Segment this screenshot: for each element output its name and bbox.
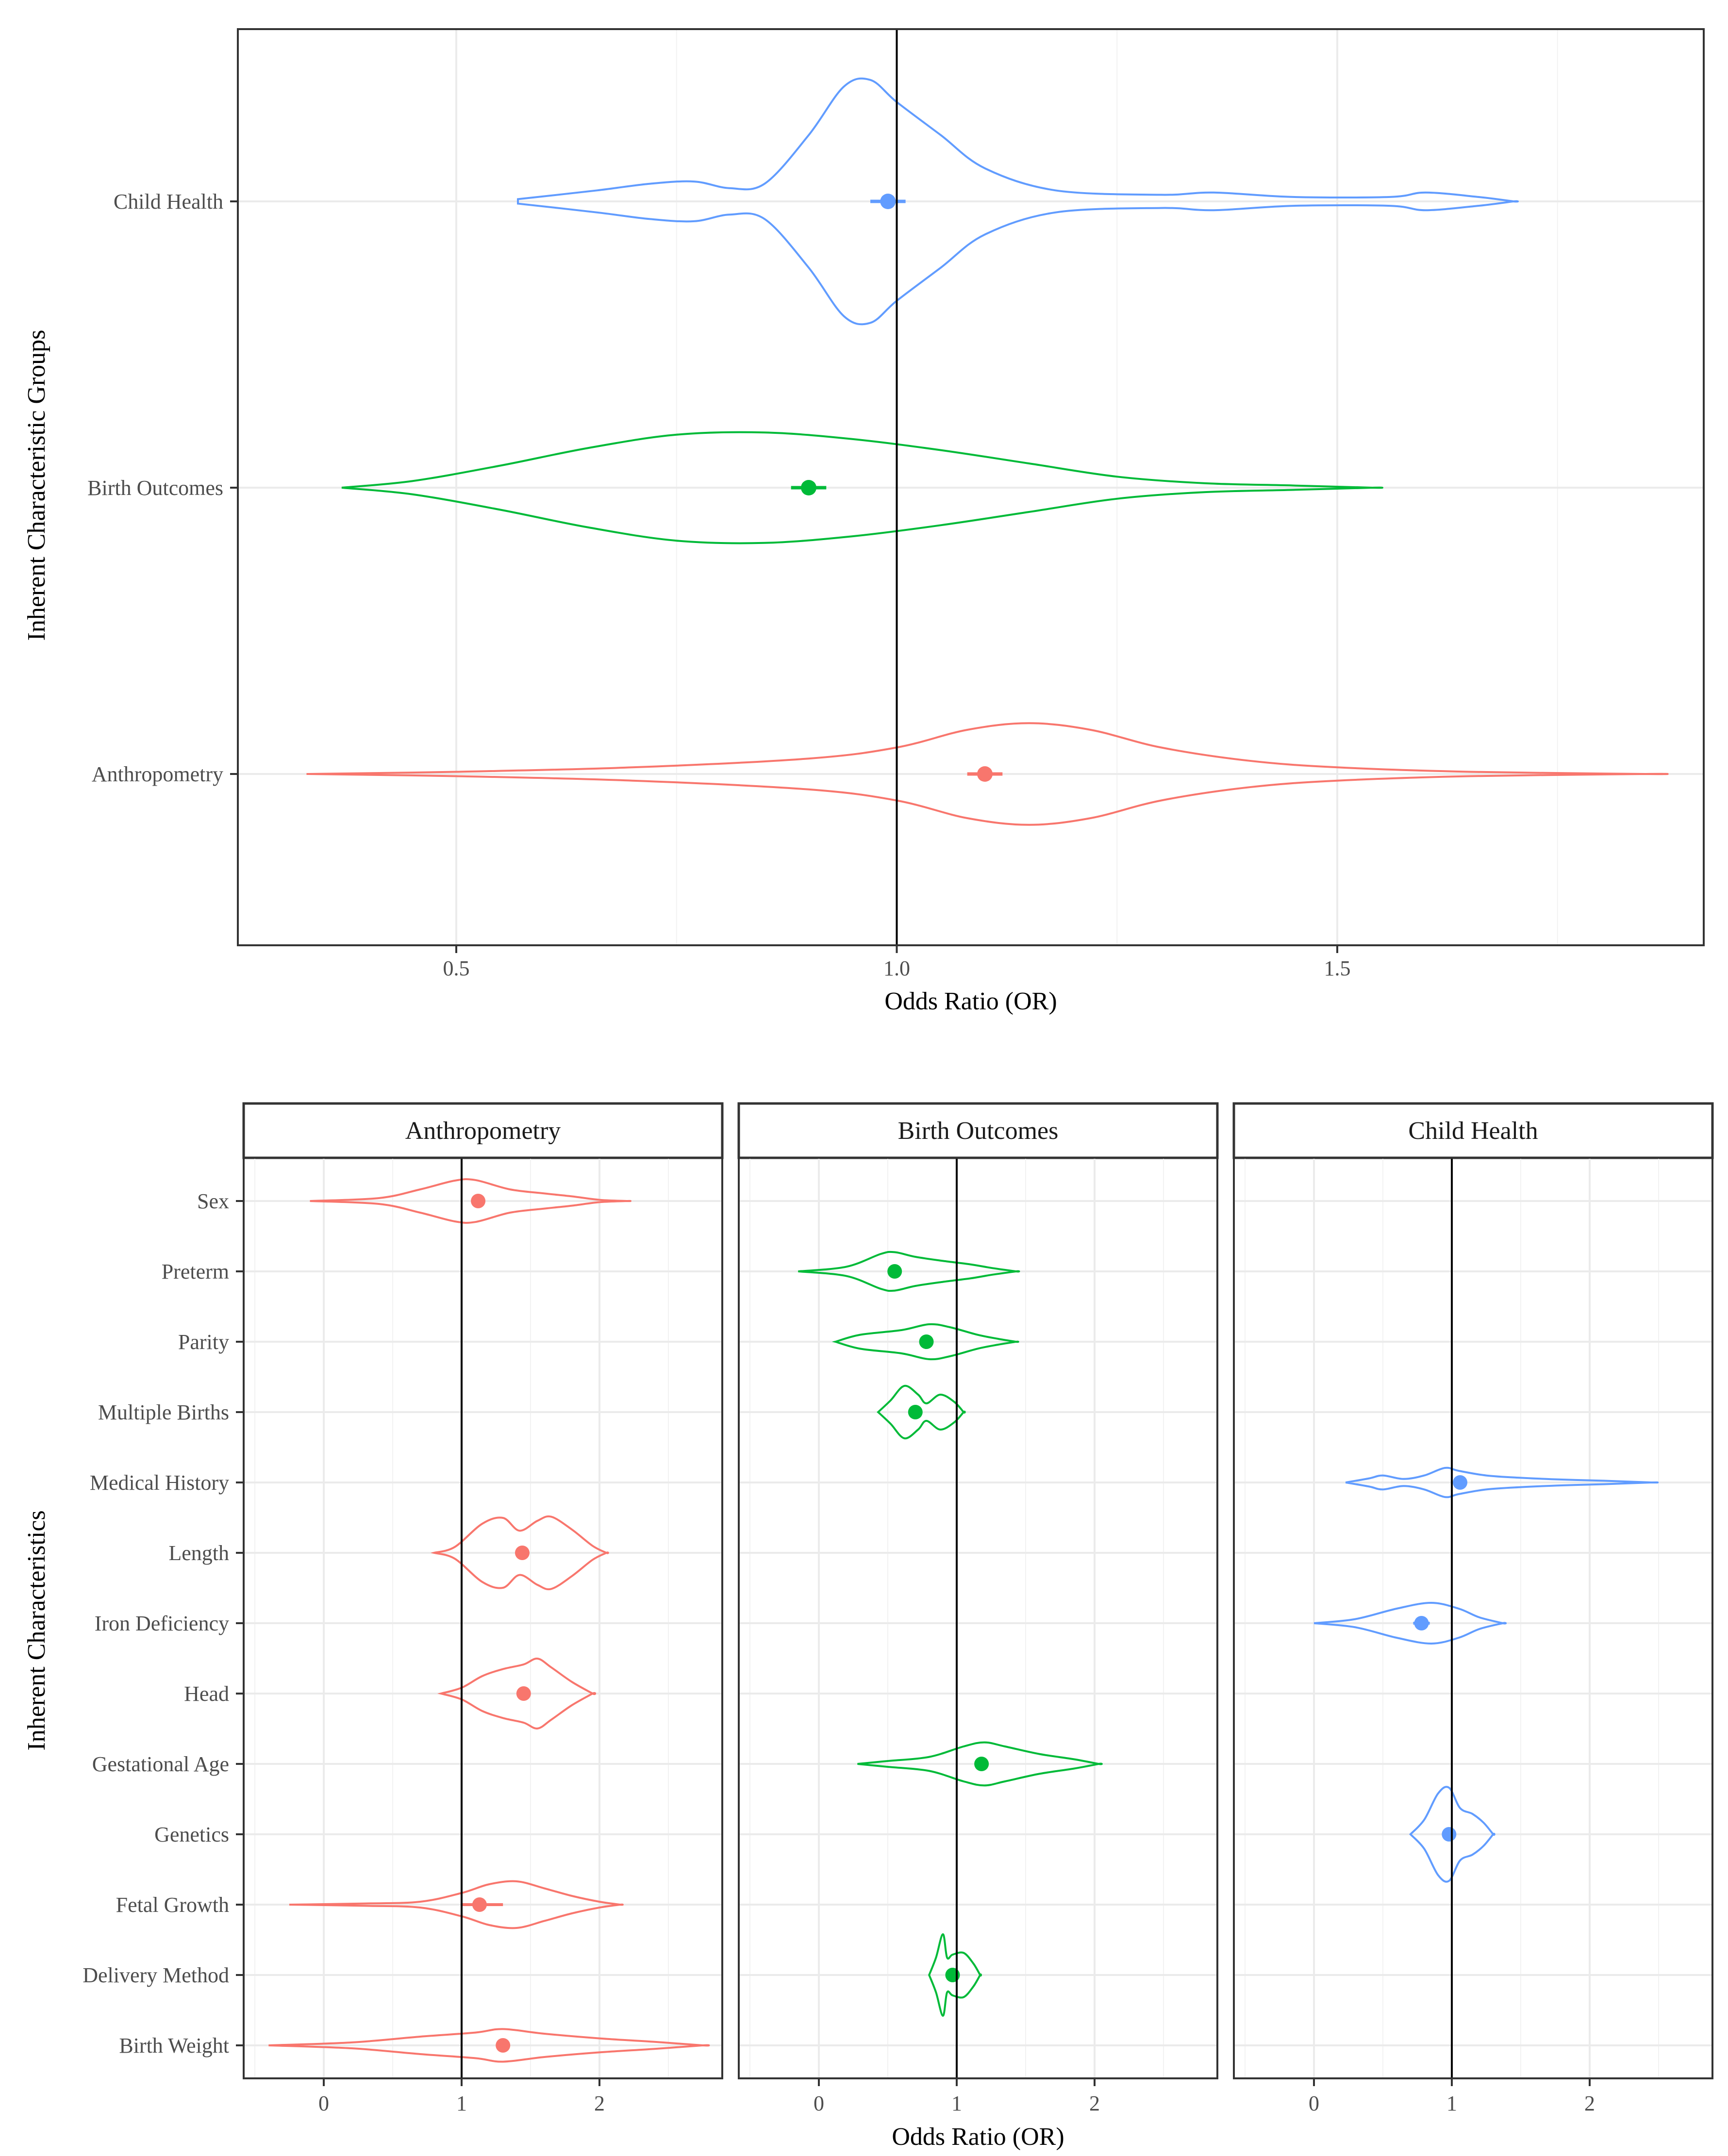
violin-shape-birth-outcomes <box>341 431 1383 544</box>
top-x-tick-label: 1.0 <box>883 956 910 980</box>
bottom-y-axis-ticks: Sex Preterm Parity Multiple Births Medical H… <box>83 1189 244 2057</box>
x-tick-label: 1 <box>1446 2091 1457 2115</box>
point-estimate <box>1453 1475 1468 1490</box>
point-estimate-birth-outcomes <box>801 480 816 495</box>
panel-border-anthropometry <box>243 1157 723 2079</box>
violin-anthropometry <box>306 722 1669 826</box>
point-estimate <box>472 1897 487 1912</box>
violin-shape <box>310 1178 631 1224</box>
violin-shape <box>437 1657 597 1730</box>
bottom-y-axis-title: Inherent Characteristics <box>23 1510 50 1750</box>
y-tick-label-birth-weight: Birth Weight <box>119 2034 229 2057</box>
violin-shape <box>1345 1466 1659 1498</box>
point-estimate-anthropometry <box>977 766 993 782</box>
violin-child-health <box>517 77 1519 326</box>
x-tick-label: 0 <box>1309 2091 1319 2115</box>
point-estimate <box>1442 1827 1457 1842</box>
violin-birth-outcomes <box>341 431 1383 544</box>
point-estimate <box>515 1546 530 1560</box>
violin-shape <box>928 1933 982 2017</box>
violin-birth-outcomes-multiple-births <box>877 1384 966 1440</box>
top-x-axis-title: Odds Ratio (OR) <box>884 987 1057 1015</box>
violin-shape <box>831 1323 1019 1361</box>
y-tick-label-delivery-method: Delivery Method <box>83 1963 229 1987</box>
x-tick-label: 2 <box>1089 2091 1100 2115</box>
violin-birth-outcomes-preterm <box>798 1251 1020 1292</box>
point-estimate <box>516 1686 531 1701</box>
point-estimate <box>496 2038 511 2053</box>
violin-shape <box>289 1880 624 1929</box>
violin-anthropometry-birth-weight <box>268 2028 710 2063</box>
violin-shape <box>798 1251 1020 1292</box>
x-tick-label: 1 <box>951 2091 962 2115</box>
y-tick-label-length: Length <box>168 1541 229 1565</box>
violin-shape <box>877 1384 966 1440</box>
violin-birth-outcomes-parity <box>831 1323 1019 1361</box>
strip-label-child-health: Child Health <box>1408 1117 1538 1145</box>
top-y-tick-label-birth-outcomes: Birth Outcomes <box>87 476 223 500</box>
violin-anthropometry-length <box>430 1515 609 1591</box>
x-tick-label: 2 <box>594 2091 605 2115</box>
y-tick-label-fetal-growth: Fetal Growth <box>116 1893 229 1917</box>
y-tick-label-gestational-age: Gestational Age <box>92 1752 229 1776</box>
y-tick-label-medical-history: Medical History <box>90 1471 229 1495</box>
panel-border-birth-outcomes <box>738 1157 1218 2079</box>
y-tick-label-iron-deficiency: Iron Deficiency <box>95 1612 229 1635</box>
point-estimate <box>471 1194 486 1208</box>
y-tick-label-sex: Sex <box>197 1189 229 1213</box>
point-estimate-child-health <box>880 194 896 209</box>
y-tick-label-head: Head <box>184 1682 229 1706</box>
violin-shape <box>1313 1601 1507 1645</box>
y-tick-label-genetics: Genetics <box>154 1823 229 1846</box>
violin-shape <box>268 2028 710 2063</box>
point-estimate <box>908 1405 923 1419</box>
panel-border-child-health <box>1233 1157 1713 2079</box>
violin-shape-anthropometry <box>306 722 1669 826</box>
x-tick-label: 0 <box>318 2091 329 2115</box>
point-estimate <box>919 1334 934 1349</box>
x-tick-label: 2 <box>1584 2091 1595 2115</box>
violin-shape <box>1409 1786 1495 1883</box>
point-estimate <box>974 1757 989 1771</box>
y-tick-label-parity: Parity <box>178 1330 229 1354</box>
bottom-x-axis-title: Odds Ratio (OR) <box>892 2123 1064 2151</box>
violin-shape-child-health <box>517 77 1519 326</box>
top-y-axis-title: Inherent Characteristic Groups <box>23 329 50 641</box>
strip-label-anthropometry: Anthropometry <box>405 1117 561 1145</box>
point-estimate <box>1414 1616 1429 1630</box>
panel-anthropometry: Anthropometry 0 1 2 <box>242 1102 724 2115</box>
top-y-tick-label-child-health: Child Health <box>114 190 223 214</box>
top-violins <box>306 77 1669 826</box>
violin-child-health-iron-deficiency <box>1313 1601 1507 1645</box>
top-y-tick-label-anthropometry: Anthropometry <box>92 762 223 786</box>
strip-birth-outcomes <box>737 1102 1219 1159</box>
top-x-axis-ticks: 0.5 1.0 1.5 <box>443 945 1351 980</box>
x-tick-label: 0 <box>814 2091 824 2115</box>
strip-label-birth-outcomes: Birth Outcomes <box>898 1117 1059 1145</box>
violin-anthropometry-fetal-growth <box>289 1880 624 1929</box>
y-tick-label-multiple-births: Multiple Births <box>98 1400 229 1424</box>
x-tick-label: 1 <box>456 2091 467 2115</box>
violin-anthropometry-sex <box>310 1178 631 1224</box>
y-tick-label-preterm: Preterm <box>162 1260 229 1284</box>
top-y-axis-ticks: Child Health Birth Outcomes Anthropometry <box>87 190 238 786</box>
violin-shape <box>430 1515 609 1591</box>
strip-anthropometry <box>242 1102 724 1159</box>
panel-birth-outcomes: Birth Outcomes 0 1 2 <box>737 1102 1219 2115</box>
violin-anthropometry-head <box>437 1657 597 1730</box>
top-x-tick-label: 1.5 <box>1324 956 1351 980</box>
gridlines-birth-outcomes <box>739 1158 1217 2078</box>
violin-child-health-medical-history <box>1345 1466 1659 1498</box>
point-estimate <box>887 1264 902 1279</box>
top-x-tick-label: 0.5 <box>443 956 470 980</box>
panel-child-health: Child Health 0 1 2 <box>1232 1102 1714 2115</box>
